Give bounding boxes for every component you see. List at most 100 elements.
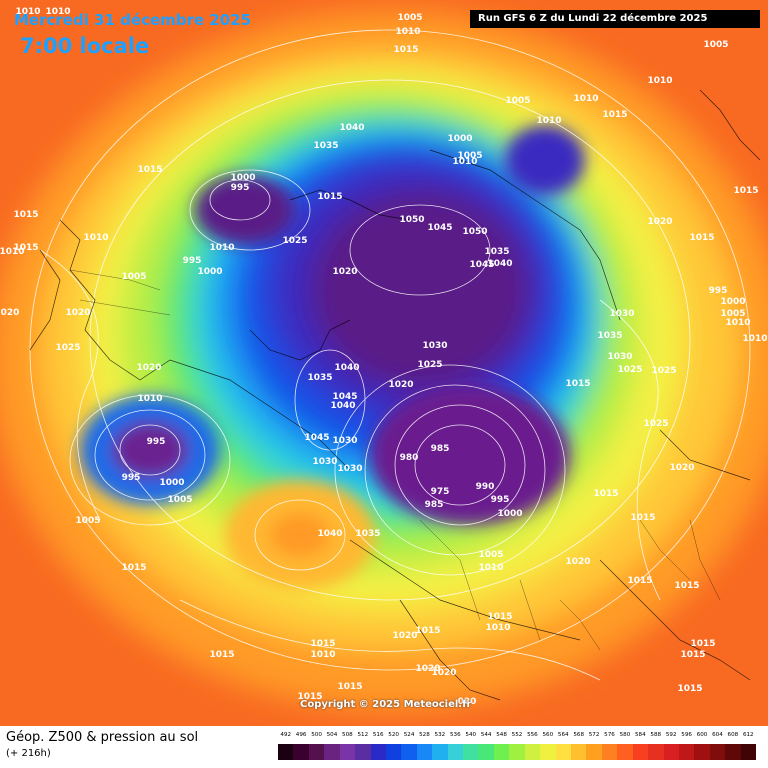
isobar-label: 975: [431, 487, 450, 497]
isobar-label: 1005: [75, 516, 100, 526]
low-pacific-core: [112, 422, 188, 478]
legend-swatch: [463, 744, 479, 760]
legend-tick: 496: [295, 732, 307, 738]
isobar-label: 1030: [312, 457, 337, 467]
weather-map: 1010 1010 1005 1010 1015 1005 1010 1005 1010 1015…: [0, 0, 768, 726]
ridge-core: [270, 513, 330, 557]
legend-tick: 504: [326, 732, 338, 738]
legend-tick: 596: [681, 732, 692, 738]
legend-tick-labels: 492 496 500 504 508 512 516 520 524 528 532 536 540 5…: [278, 732, 756, 744]
valid-time: 7:00 locale: [20, 34, 150, 58]
isobar-label: 1030: [609, 309, 634, 319]
isobar-label: 1015: [297, 692, 322, 702]
legend-swatch: [678, 744, 695, 760]
isobar-label: 1010: [478, 563, 503, 573]
isobar-label: 1005: [703, 40, 728, 50]
legend-swatch: [648, 744, 664, 760]
isobar-label: 1000: [230, 173, 255, 183]
legend-swatch: [278, 744, 294, 760]
legend-swatch: [478, 744, 494, 760]
legend-swatch: [509, 744, 525, 760]
legend-swatch: [493, 744, 510, 760]
isobar-label: 1010: [137, 394, 162, 404]
isobar-label: 1020: [669, 463, 694, 473]
isobar-label: 1020: [65, 308, 90, 318]
isobar-label: 990: [476, 482, 495, 492]
legend-tick: 588: [650, 732, 662, 738]
isobar-label: 1020: [388, 380, 413, 390]
legend-tick: 516: [372, 732, 384, 738]
legend-tick: 524: [403, 732, 415, 738]
copyright-text: Copyright © 2025 Meteociel.fr: [300, 699, 472, 710]
legend-swatch: [709, 744, 726, 760]
legend-color-bar: [278, 744, 757, 760]
forecast-hour: (+ 216h): [6, 748, 51, 759]
isobar-label: 1045: [427, 223, 452, 233]
isobar-label: 1025: [55, 343, 80, 353]
isobar-label: 1015: [602, 110, 627, 120]
isobar-label: 1015: [565, 379, 590, 389]
isobar-label: 1015: [415, 626, 440, 636]
isobar-label: 1015: [674, 581, 699, 591]
legend-tick: 556: [527, 732, 538, 738]
isobar-label: 1005: [478, 550, 503, 560]
legend-tick: 592: [665, 732, 677, 738]
isobar-label: 1025: [417, 360, 442, 370]
isobar-label: 1005: [720, 309, 745, 319]
isobar-label: 1015: [13, 210, 38, 220]
isobar-label: 1045: [469, 260, 494, 270]
legend-tick: 512: [357, 732, 369, 738]
legend-swatch: [555, 744, 572, 760]
isobar-label: 1010: [485, 623, 510, 633]
legend-tick: 548: [496, 732, 507, 738]
isobar-label: 1015: [137, 165, 162, 175]
isobar-label: 1035: [484, 247, 509, 257]
isobar-label: 1010: [83, 233, 108, 243]
isobar-label: 1000: [447, 134, 472, 144]
isobar-label: 995: [183, 256, 202, 266]
isobar-label: 1010: [452, 157, 477, 167]
legend-tick: 528: [419, 732, 430, 738]
isobar-label: 1000: [720, 297, 745, 307]
legend-swatch: [632, 744, 649, 760]
isobar-label: 1010: [209, 243, 234, 253]
legend-swatch: [694, 744, 710, 760]
isobar-label: 995: [491, 495, 510, 505]
isobar-label: 1050: [462, 227, 487, 237]
valid-date: Mercredi 31 décembre 2025: [14, 11, 252, 29]
isobar-label: 1030: [422, 341, 447, 351]
isobar-label: 1005: [397, 13, 422, 23]
geopotential-field: 1010 1010 1005 1010 1015 1005 1010 1005 1010 1015…: [0, 0, 768, 726]
legend-swatch: [663, 744, 679, 760]
low-east-atlantic: [370, 385, 570, 525]
isobar-label: 1040: [339, 123, 364, 133]
isobar-label: 1020: [392, 631, 417, 641]
isobar-label: 1020: [136, 363, 161, 373]
isobar-label: 985: [425, 500, 444, 510]
legend-tick: 536: [449, 732, 461, 738]
isobar-label: 1035: [597, 331, 622, 341]
isobar-label: 1015: [121, 563, 146, 573]
legend-swatch: [339, 744, 356, 760]
isobar-label: 1025: [643, 419, 668, 429]
legend-tick: 600: [696, 732, 708, 738]
legend-tick: 580: [619, 732, 631, 738]
isobar-label: 995: [709, 286, 728, 296]
isobar-label: 1010: [573, 94, 598, 104]
isobar-contours: [29, 29, 751, 681]
legend-swatch: [617, 744, 633, 760]
isobar-label: 1015: [317, 192, 342, 202]
legend-tick: 608: [727, 732, 739, 738]
isobar-label: 1000: [497, 509, 522, 519]
legend-swatch: [601, 744, 618, 760]
legend-tick: 552: [511, 732, 523, 738]
legend-swatch: [586, 744, 602, 760]
isobar-label: 1015: [680, 650, 705, 660]
isobar-label: 1010: [45, 7, 70, 17]
isobar-label: 1020: [565, 557, 590, 567]
isobar-label: 1035: [313, 141, 338, 151]
isobar-label: 1040: [487, 259, 512, 269]
isobar-label: 1020: [431, 668, 456, 678]
legend-tick: 508: [342, 732, 353, 738]
run-info-badge: Run GFS 6 Z du Lundi 22 décembre 2025: [470, 10, 760, 28]
